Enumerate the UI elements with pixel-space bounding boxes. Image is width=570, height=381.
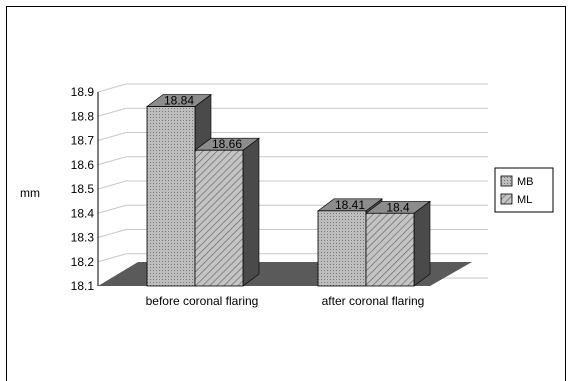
y-tick-label: 18.7 [71,134,95,148]
legend: MB ML [494,167,554,213]
x-tick-label: after coronal flaring [322,294,425,308]
y-tick-label: 18.9 [71,85,95,99]
bar-face [365,212,415,287]
outer-border [6,6,566,381]
legend-label: ML [517,194,532,206]
grid-diagonal [97,156,127,166]
grid-diagonal [97,132,127,141]
grid-diagonal [97,204,127,214]
y-tick-label: 18.5 [71,182,95,196]
grid-diagonal [97,83,127,93]
y-tick-label: 18.4 [71,206,95,220]
legend-label: MB [517,176,534,188]
legend-swatch [500,175,513,187]
y-tick-label: 18.3 [71,231,95,245]
y-tick-label: 18.2 [71,255,95,269]
legend-swatch [500,193,513,205]
legend-box [494,167,554,213]
data-label: 18.41 [335,198,365,212]
x-tick-label: before coronal flaring [146,294,259,308]
y-tick-label: 18.6 [71,158,95,172]
grid-diagonal [97,253,127,263]
y-axis: 18.9 18.8 18.7 18.6 18.5 18.4 18.3 18.2 18.1 [71,85,99,293]
bar-face [146,106,196,287]
y-tick-label: 18.1 [71,279,95,293]
grid-diagonal [97,180,127,190]
bar-face [317,210,367,287]
bars: 18.84 18.66 18.41 18.4 [146,94,431,287]
grid-diagonal [97,107,127,117]
data-label: 18.66 [212,137,242,151]
bar-ml-1 [194,137,260,287]
bar-ml-2 [365,200,431,287]
data-label: 18.4 [386,200,410,214]
grid-diagonal [97,229,127,238]
bar-side [242,137,260,287]
x-axis-labels: before coronal flaring after coronal flar… [146,294,425,308]
y-tick-label: 18.8 [71,109,95,123]
bar-face [194,149,244,287]
data-label: 18.84 [164,94,194,108]
bar-side [413,200,431,287]
y-axis-label: mm [20,186,40,200]
